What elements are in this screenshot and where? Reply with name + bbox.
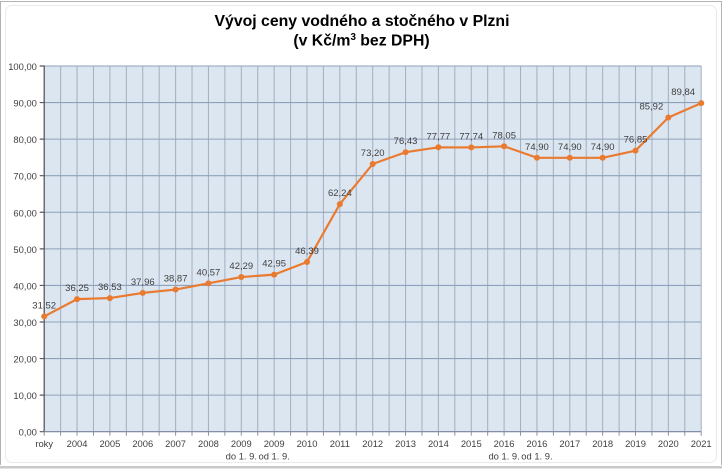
svg-text:73,20: 73,20 xyxy=(361,148,385,159)
svg-text:2005: 2005 xyxy=(99,438,120,449)
svg-text:40,00: 40,00 xyxy=(13,280,36,291)
svg-text:77,77: 77,77 xyxy=(427,131,451,142)
svg-text:roky: roky xyxy=(35,438,53,449)
svg-text:60,00: 60,00 xyxy=(13,207,36,218)
svg-text:2009: 2009 xyxy=(231,438,252,449)
svg-text:100,00: 100,00 xyxy=(8,61,37,72)
svg-text:74,90: 74,90 xyxy=(591,142,615,153)
svg-text:40,57: 40,57 xyxy=(197,267,221,278)
svg-text:2015: 2015 xyxy=(461,438,482,449)
svg-text:77,74: 77,74 xyxy=(459,131,483,142)
svg-text:46,39: 46,39 xyxy=(295,246,319,257)
svg-text:76,43: 76,43 xyxy=(394,136,418,147)
svg-text:85,92: 85,92 xyxy=(639,101,663,112)
svg-text:2012: 2012 xyxy=(362,438,383,449)
svg-text:2016: 2016 xyxy=(494,438,515,449)
svg-text:2014: 2014 xyxy=(428,438,449,449)
svg-text:37,96: 37,96 xyxy=(131,277,155,288)
svg-text:2016: 2016 xyxy=(527,438,548,449)
svg-text:36,53: 36,53 xyxy=(98,282,122,293)
svg-text:38,87: 38,87 xyxy=(164,274,188,285)
svg-text:74,90: 74,90 xyxy=(525,142,549,153)
svg-text:2010: 2010 xyxy=(297,438,318,449)
svg-text:2013: 2013 xyxy=(395,438,416,449)
svg-text:2004: 2004 xyxy=(67,438,88,449)
svg-text:od 1. 9.: od 1. 9. xyxy=(259,450,290,461)
svg-text:36,25: 36,25 xyxy=(65,283,89,294)
svg-text:2017: 2017 xyxy=(559,438,580,449)
svg-text:30,00: 30,00 xyxy=(13,317,36,328)
svg-text:62,24: 62,24 xyxy=(328,188,352,199)
svg-text:2018: 2018 xyxy=(592,438,613,449)
svg-text:76,85: 76,85 xyxy=(624,135,648,146)
svg-text:42,29: 42,29 xyxy=(229,261,253,272)
svg-text:74,90: 74,90 xyxy=(558,142,582,153)
svg-text:2006: 2006 xyxy=(132,438,153,449)
svg-text:2008: 2008 xyxy=(198,438,219,449)
svg-text:80,00: 80,00 xyxy=(13,134,36,145)
svg-text:70,00: 70,00 xyxy=(13,171,36,182)
svg-text:89,84: 89,84 xyxy=(671,87,695,98)
svg-text:2021: 2021 xyxy=(691,438,712,449)
svg-text:0,00: 0,00 xyxy=(19,427,37,438)
svg-text:20,00: 20,00 xyxy=(13,354,36,365)
svg-text:90,00: 90,00 xyxy=(13,98,36,109)
svg-text:do 1. 9.: do 1. 9. xyxy=(488,450,519,461)
svg-text:2007: 2007 xyxy=(165,438,186,449)
svg-text:50,00: 50,00 xyxy=(13,244,36,255)
svg-text:do 1. 9.: do 1. 9. xyxy=(226,450,257,461)
svg-text:10,00: 10,00 xyxy=(13,390,36,401)
svg-text:2020: 2020 xyxy=(658,438,679,449)
svg-text:(v Kč/m3 bez DPH): (v Kč/m3 bez DPH) xyxy=(293,32,429,50)
svg-text:od 1. 9.: od 1. 9. xyxy=(521,450,552,461)
svg-text:2019: 2019 xyxy=(625,438,646,449)
svg-text:42,95: 42,95 xyxy=(262,259,286,270)
svg-text:2011: 2011 xyxy=(330,438,350,449)
svg-text:2009: 2009 xyxy=(264,438,285,449)
svg-text:78,05: 78,05 xyxy=(492,130,516,141)
svg-text:31,52: 31,52 xyxy=(32,300,56,311)
svg-text:Vývoj ceny vodného a stočného: Vývoj ceny vodného a stočného v Plzni xyxy=(215,13,510,30)
